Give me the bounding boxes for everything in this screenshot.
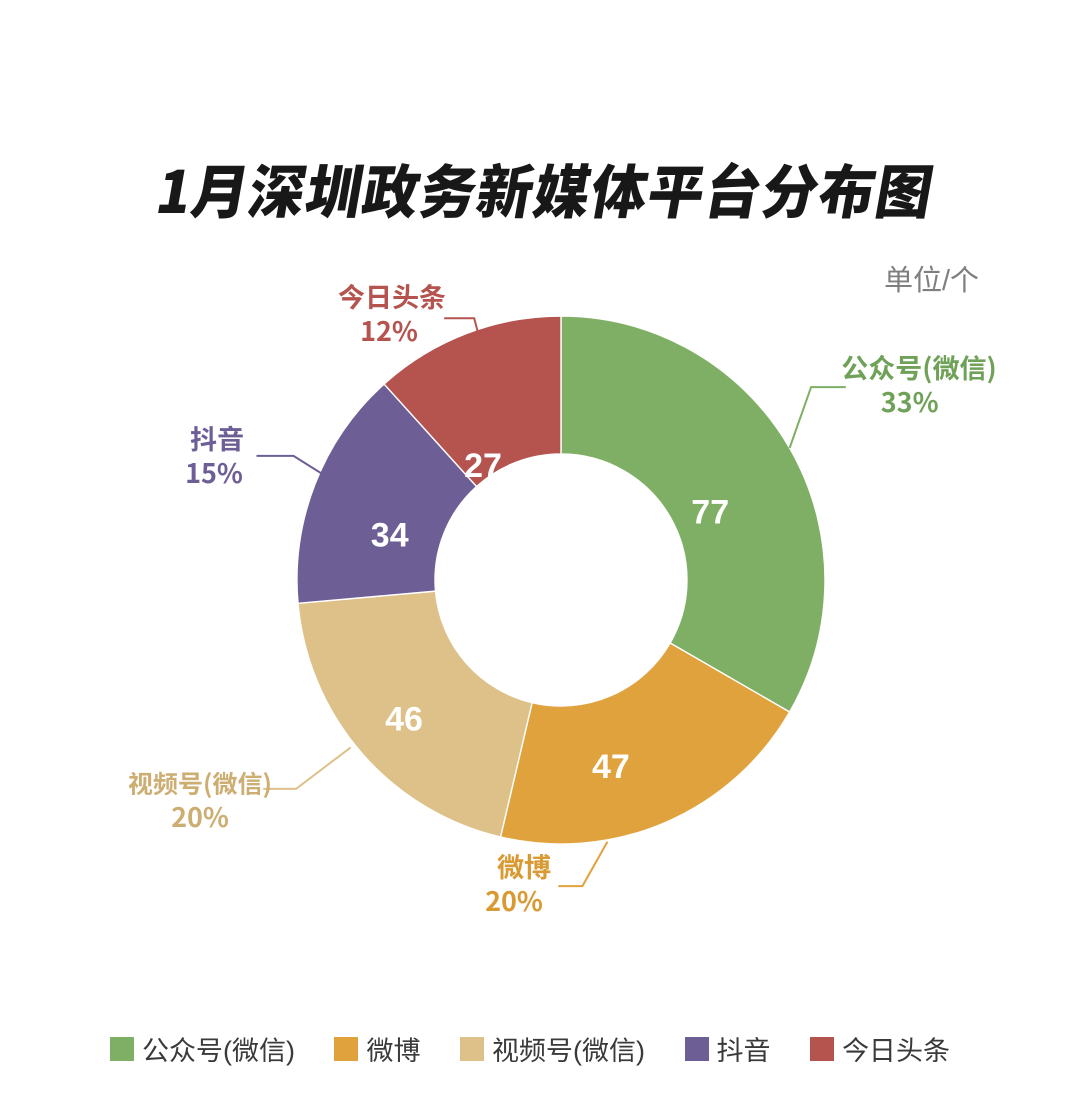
svg-text:12%: 12%	[360, 310, 418, 349]
svg-text:46: 46	[385, 701, 423, 739]
svg-text:20%: 20%	[171, 796, 229, 835]
svg-text:27: 27	[464, 447, 502, 485]
svg-text:34: 34	[371, 517, 409, 555]
svg-text:47: 47	[592, 748, 630, 786]
svg-text:33%: 33%	[881, 381, 939, 420]
svg-text:15%: 15%	[185, 452, 243, 491]
svg-text:77: 77	[691, 494, 729, 532]
svg-text:20%: 20%	[485, 880, 543, 919]
